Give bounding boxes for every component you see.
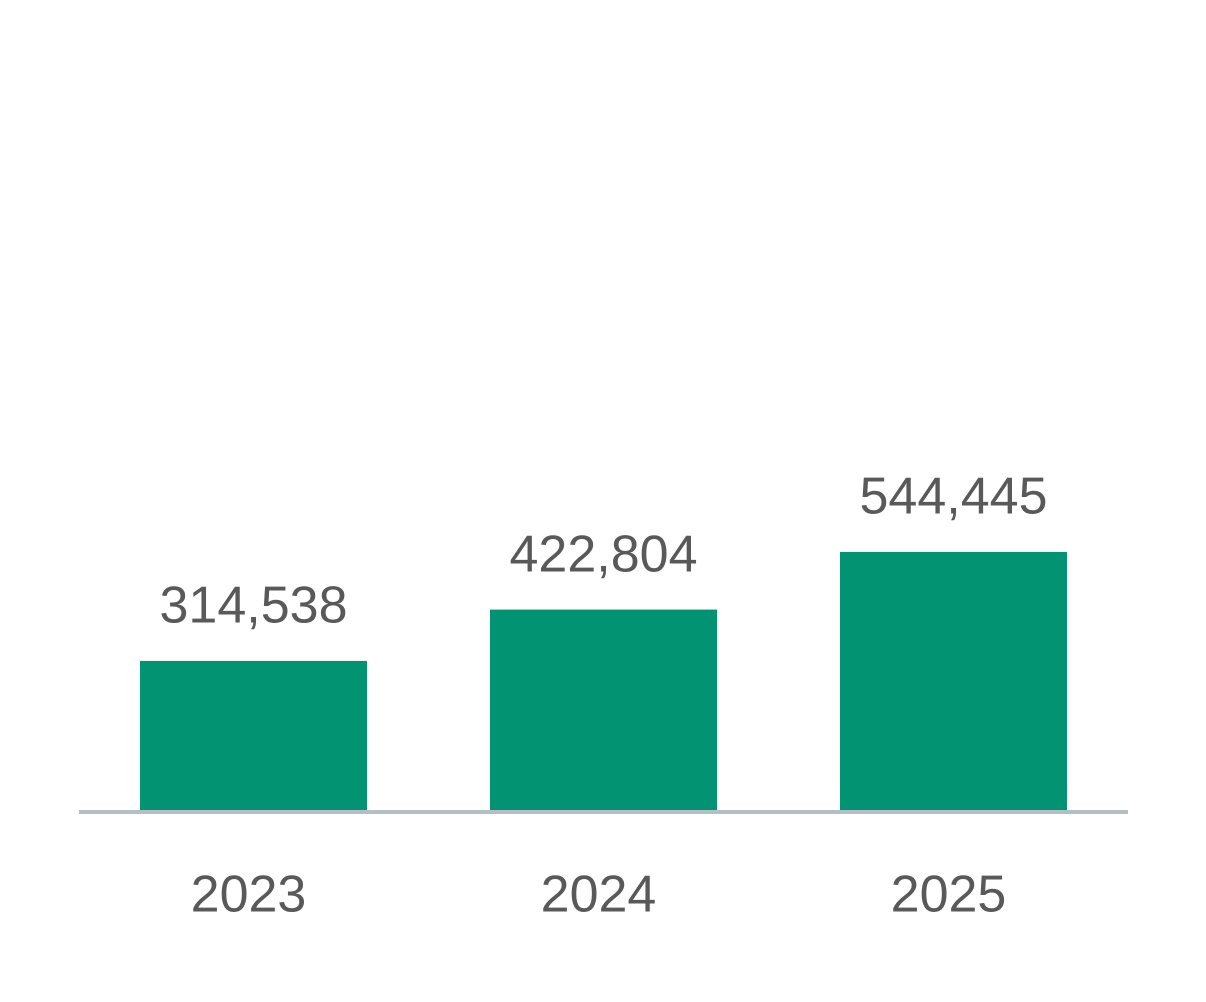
- value-label: 544,445: [860, 468, 1048, 526]
- bar: [840, 551, 1067, 810]
- x-tick-label: 2023: [191, 866, 307, 924]
- x-tick-label: 2025: [891, 866, 1007, 924]
- value-label: 314,538: [160, 577, 348, 635]
- bar: [140, 660, 367, 810]
- value-label: 422,804: [510, 525, 698, 583]
- bar: [490, 609, 717, 810]
- x-tick-label: 2024: [541, 866, 657, 924]
